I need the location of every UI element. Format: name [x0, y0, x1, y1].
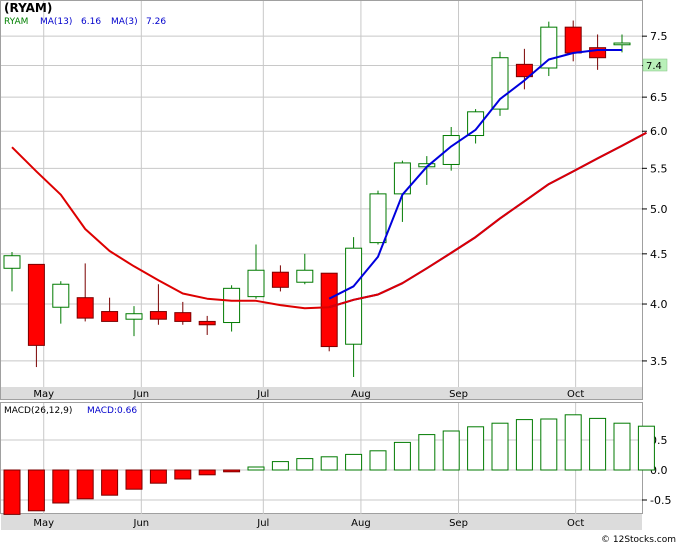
candle-up: [247, 269, 265, 298]
macd-bar-negative: [76, 469, 94, 500]
macd-bar-positive: [247, 466, 265, 471]
macd-bar-positive: [271, 461, 289, 471]
candle-up: [296, 269, 314, 283]
macd-bar-positive: [637, 425, 655, 471]
macd-x-axis-strip: [1, 514, 642, 530]
candle-down: [198, 320, 216, 326]
legend-ma13-label: MA(13): [40, 17, 72, 27]
candle-down: [515, 63, 533, 78]
candle-down: [589, 47, 607, 59]
candle-up: [3, 255, 21, 269]
candle-down: [564, 26, 582, 54]
macd-bar-negative: [223, 469, 241, 473]
red-trend-line: [11, 131, 647, 310]
macd-month-label: Jun: [133, 518, 150, 529]
macd-bar-positive: [442, 430, 460, 471]
macd-bar-positive: [345, 453, 363, 471]
candle-up: [223, 287, 241, 324]
price-y-axis: 3.54.04.55.05.56.06.57.07.5: [642, 30, 668, 368]
macd-bar-positive: [320, 456, 338, 471]
macd-x-axis: May Jun Jul Aug Sep Oct: [33, 518, 584, 529]
macd-bar-negative: [174, 469, 192, 480]
macd-bar-positive: [393, 441, 411, 471]
candle-up: [540, 26, 558, 69]
candle-up: [613, 42, 631, 46]
macd-month-label: Aug: [351, 518, 371, 529]
price-month-label: Oct: [567, 389, 584, 400]
price-grid: [1, 1, 642, 387]
macd-bar-negative: [101, 469, 119, 496]
price-month-label: Jul: [256, 389, 269, 400]
macd-bar-positive: [491, 422, 509, 471]
macd-bar-negative: [3, 469, 21, 515]
last-price-tag-box: [642, 58, 668, 72]
macd-value-label: MACD:0.66: [87, 406, 137, 416]
price-month-label: Jun: [133, 389, 150, 400]
macd-tick-label: -0.5: [650, 494, 671, 507]
price-tick-label: 4.0: [650, 298, 668, 311]
price-month-label: May: [33, 389, 54, 400]
price-tick-label: 6.5: [650, 91, 668, 104]
price-tick-label: 5.5: [650, 162, 668, 175]
watermark: © 12Stocks.com: [601, 535, 676, 545]
macd-bar-negative: [149, 469, 167, 484]
candle-up: [345, 247, 363, 345]
macd-month-label: May: [33, 518, 54, 529]
candle-down: [271, 271, 289, 288]
candle-up: [467, 111, 485, 137]
macd-month-label: Sep: [449, 518, 468, 529]
macd-params-label: MACD(26,12,9): [4, 406, 72, 416]
last-price-tag: 7.4: [646, 61, 662, 72]
macd-histogram: [3, 414, 655, 515]
macd-bar-positive: [589, 417, 607, 471]
macd-bar-negative: [198, 469, 216, 476]
macd-bar-positive: [540, 418, 558, 471]
candle-down: [174, 312, 192, 322]
price-tick-label: 6.0: [650, 125, 668, 138]
candlestick-series: [3, 20, 631, 378]
legend-symbol: RYAM: [4, 17, 28, 27]
candle-up: [125, 313, 143, 320]
legend-ma3-label: MA(3): [111, 17, 138, 27]
macd-bar-negative: [125, 469, 143, 490]
macd-bar-positive: [613, 422, 631, 471]
macd-bar-positive: [467, 426, 485, 471]
price-tick-label: 7.5: [650, 30, 668, 43]
macd-bar-positive: [369, 450, 387, 471]
macd-month-label: Jul: [256, 518, 269, 529]
ma3-line: [328, 49, 622, 300]
price-x-axis: May Jun Jul Aug Sep Oct: [33, 389, 584, 400]
macd-bar-positive: [296, 458, 314, 471]
macd-bar-negative: [52, 469, 70, 504]
macd-bar-positive: [564, 414, 582, 471]
candle-up: [491, 57, 509, 110]
candle-down: [320, 272, 338, 348]
macd-bar-positive: [418, 434, 436, 471]
price-x-axis-strip: [1, 387, 642, 399]
candle-down: [76, 297, 94, 319]
candle-down: [101, 311, 119, 322]
macd-month-label: Oct: [567, 518, 584, 529]
macd-bar-negative: [27, 469, 45, 512]
price-tick-label: 5.0: [650, 203, 668, 216]
price-month-label: Sep: [449, 389, 468, 400]
candle-down: [149, 311, 167, 320]
candle-up: [369, 193, 387, 244]
chart-title: (RYAM): [4, 1, 52, 15]
price-month-label: Aug: [351, 389, 371, 400]
price-tick-label: 3.5: [650, 355, 668, 368]
price-tick-label: 4.5: [650, 248, 668, 261]
moving-average-lines: [11, 49, 647, 310]
macd-bar-positive: [515, 419, 533, 471]
candle-up: [52, 283, 70, 308]
legend-ma13-value: 6.16: [81, 17, 101, 27]
candle-down: [27, 263, 45, 346]
legend-ma3-value: 7.26: [146, 17, 166, 27]
